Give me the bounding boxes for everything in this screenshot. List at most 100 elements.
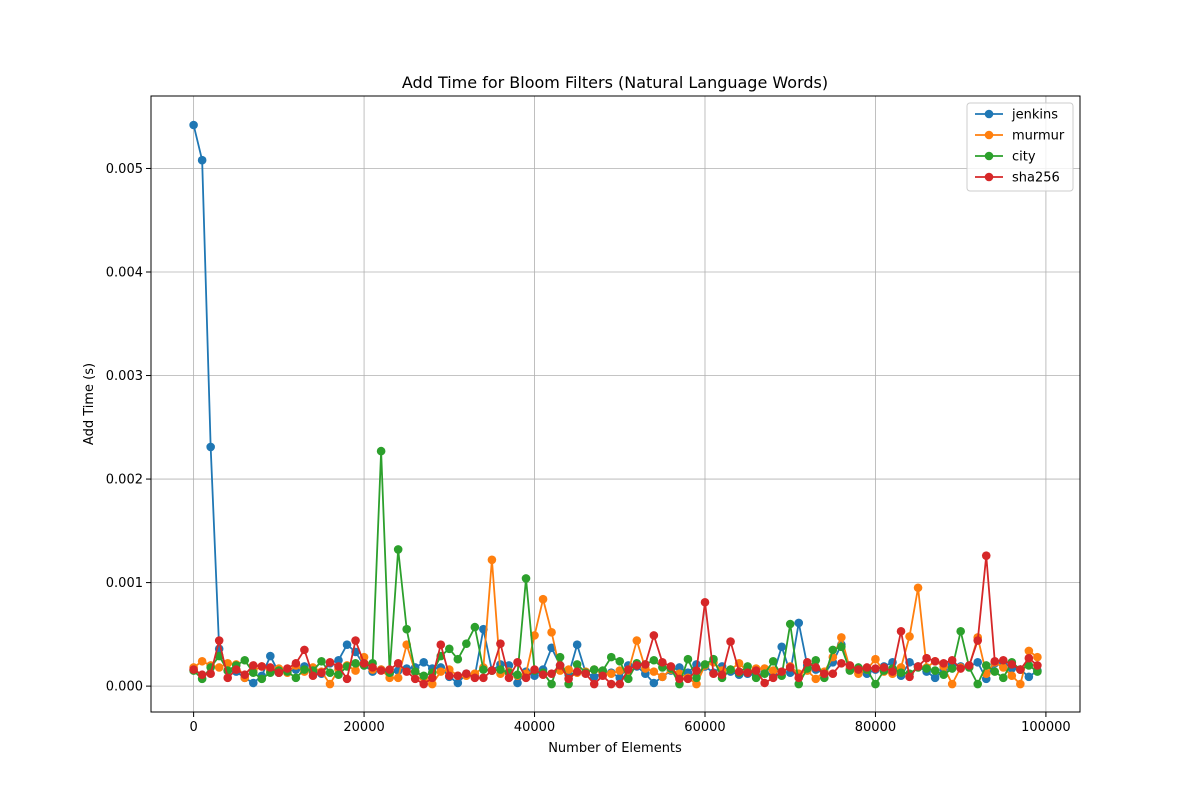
data-point-city (973, 680, 982, 689)
x-tick-label: 20000 (343, 720, 384, 735)
data-point-sha256 (633, 661, 642, 670)
legend-marker (985, 131, 994, 140)
data-point-city (454, 655, 463, 664)
data-point-sha256 (811, 663, 820, 672)
data-point-city (684, 655, 693, 664)
data-point-sha256 (232, 665, 241, 674)
x-axis-label: Number of Elements (548, 741, 682, 756)
data-point-sha256 (598, 671, 607, 680)
data-point-sha256 (743, 668, 752, 677)
data-point-murmur (658, 673, 667, 682)
data-point-sha256 (377, 666, 386, 675)
data-point-city (726, 665, 735, 674)
x-tick-label: 0 (189, 720, 197, 735)
data-point-sha256 (658, 658, 667, 667)
legend-label: jenkins (1011, 108, 1058, 123)
data-point-sha256 (820, 669, 829, 678)
data-point-city (939, 670, 948, 679)
data-point-city (258, 675, 267, 684)
data-point-city (709, 655, 718, 664)
data-point-sha256 (897, 627, 906, 636)
data-point-city (922, 664, 931, 673)
data-point-sha256 (564, 675, 573, 684)
data-point-sha256 (530, 665, 539, 674)
data-point-murmur (811, 675, 820, 684)
data-point-sha256 (581, 669, 590, 678)
data-point-sha256 (641, 660, 650, 669)
data-point-city (760, 669, 769, 678)
data-point-murmur (215, 663, 224, 672)
data-point-sha256 (675, 675, 684, 684)
data-point-sha256 (948, 656, 957, 665)
data-point-sha256 (1033, 661, 1042, 670)
data-point-sha256 (343, 675, 352, 684)
data-point-city (292, 674, 301, 683)
data-point-sha256 (1025, 654, 1034, 663)
data-point-sha256 (198, 670, 207, 679)
data-point-sha256 (240, 670, 249, 679)
data-point-sha256 (922, 654, 931, 663)
data-point-city (445, 645, 454, 654)
data-point-sha256 (888, 667, 897, 676)
data-point-sha256 (368, 663, 377, 672)
data-point-sha256 (863, 663, 872, 672)
data-point-city (931, 666, 940, 675)
data-point-sha256 (266, 663, 275, 672)
data-point-sha256 (931, 657, 940, 666)
data-point-city (300, 665, 309, 674)
data-point-sha256 (249, 661, 258, 670)
data-point-sha256 (667, 662, 676, 671)
x-tick-label: 40000 (514, 720, 555, 735)
data-point-sha256 (300, 646, 309, 655)
data-point-sha256 (326, 658, 335, 667)
data-point-sha256 (394, 659, 403, 668)
data-point-murmur (633, 636, 642, 645)
data-point-sha256 (615, 680, 624, 689)
data-point-city (462, 639, 471, 648)
data-point-city (948, 664, 957, 673)
y-tick-label: 0.000 (106, 680, 143, 695)
legend: jenkinsmurmurcitysha256 (967, 103, 1073, 191)
data-point-city (786, 620, 795, 629)
data-point-city (326, 668, 335, 677)
data-point-sha256 (360, 659, 369, 668)
data-point-sha256 (837, 659, 846, 668)
data-point-sha256 (777, 667, 786, 676)
data-point-city (590, 665, 599, 674)
data-point-sha256 (1008, 660, 1017, 669)
data-point-city (956, 627, 965, 636)
legend-label: city (1012, 150, 1036, 165)
data-point-murmur (1033, 653, 1042, 662)
data-point-sha256 (982, 551, 991, 560)
data-point-murmur (394, 674, 403, 683)
y-tick-label: 0.003 (106, 369, 143, 384)
data-point-murmur (905, 632, 914, 641)
data-point-sha256 (496, 639, 505, 648)
data-point-city (547, 680, 556, 689)
data-point-sha256 (956, 664, 965, 673)
data-point-city (999, 674, 1008, 683)
data-point-city (607, 653, 616, 662)
data-point-sha256 (752, 666, 761, 675)
data-point-sha256 (990, 657, 999, 666)
data-point-sha256 (471, 674, 480, 683)
data-point-sha256 (479, 674, 488, 683)
data-point-sha256 (684, 675, 693, 684)
data-point-city (982, 661, 991, 670)
data-point-sha256 (513, 658, 522, 667)
data-point-murmur (1016, 680, 1025, 689)
data-point-sha256 (650, 631, 659, 640)
data-point-jenkins (573, 640, 582, 649)
chart-title: Add Time for Bloom Filters (Natural Lang… (402, 73, 828, 92)
data-point-city (522, 574, 531, 583)
data-point-sha256 (1016, 665, 1025, 674)
data-point-city (471, 623, 480, 632)
data-point-city (769, 657, 778, 666)
data-point-jenkins (198, 156, 207, 165)
data-point-murmur (607, 669, 616, 678)
data-point-sha256 (590, 680, 599, 689)
data-point-jenkins (266, 652, 275, 661)
data-point-sha256 (462, 669, 471, 678)
data-point-sha256 (385, 665, 394, 674)
data-point-sha256 (999, 656, 1008, 665)
